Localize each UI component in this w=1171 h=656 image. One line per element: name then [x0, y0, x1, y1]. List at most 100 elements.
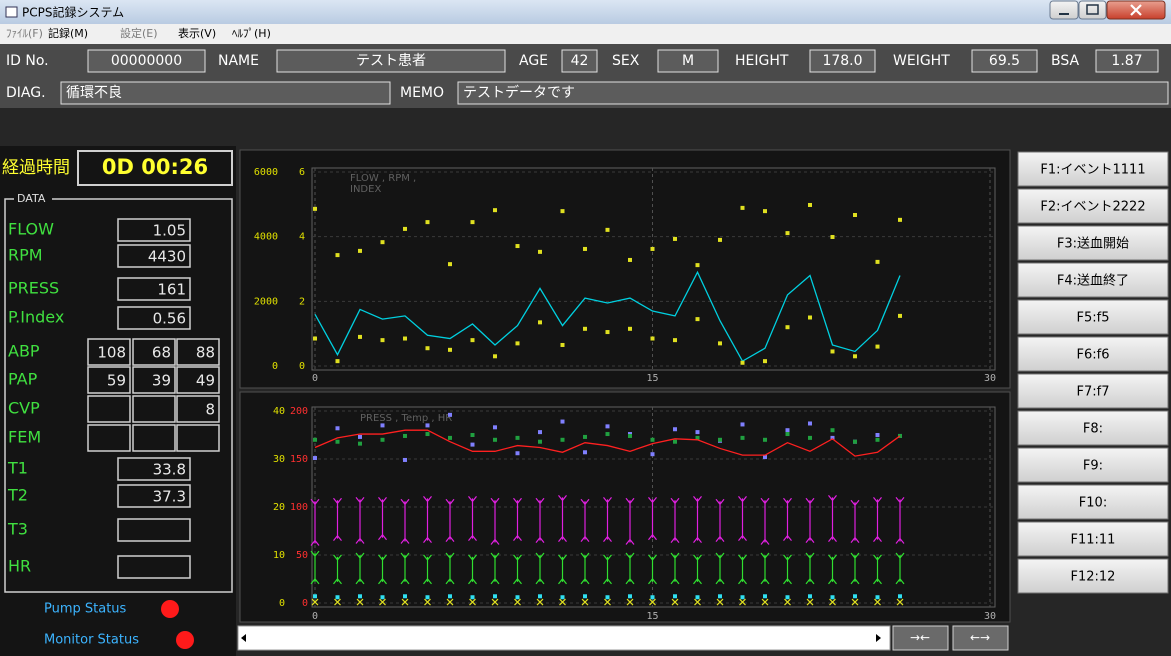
function-button[interactable]	[1017, 410, 1169, 446]
data-point	[514, 598, 521, 606]
error-bar	[850, 499, 860, 543]
data-point	[583, 450, 587, 455]
data-point	[493, 208, 497, 213]
error-bar	[760, 552, 770, 585]
data-value: 37.3	[153, 488, 186, 506]
data-value: 39	[152, 372, 171, 390]
data-point	[358, 434, 362, 439]
data-value: 1.05	[153, 222, 186, 240]
data-point	[740, 435, 745, 440]
field-value: 00000000	[111, 53, 182, 69]
scroll-button[interactable]	[952, 625, 1009, 651]
scrollbar[interactable]	[237, 625, 891, 651]
data-point	[740, 595, 745, 600]
data-point	[493, 354, 497, 359]
error-bar	[873, 554, 882, 585]
data-point	[808, 435, 812, 440]
data-point	[403, 433, 407, 438]
function-button-label: F4:送血終了	[1057, 273, 1129, 289]
data-point	[493, 425, 497, 430]
error-bar	[333, 554, 342, 585]
data-cell	[117, 218, 191, 242]
data-label: T3	[7, 520, 28, 539]
data-point	[403, 226, 407, 231]
error-bar	[828, 554, 837, 585]
field-value: 69.5	[989, 53, 1020, 69]
data-point	[425, 423, 430, 428]
field-label: DIAG.	[6, 85, 46, 101]
minimize-button[interactable]	[1049, 0, 1079, 20]
data-point	[538, 249, 542, 254]
data-point	[763, 594, 767, 599]
data-point	[671, 598, 679, 606]
error-bar	[580, 498, 590, 543]
function-button[interactable]	[1017, 336, 1169, 372]
data-point	[785, 325, 790, 330]
y-tick-label: 200	[290, 406, 308, 417]
error-bar	[310, 550, 320, 585]
y2-tick-label: 10	[273, 550, 285, 561]
status-light	[161, 600, 179, 618]
function-button[interactable]	[1017, 484, 1169, 520]
function-button[interactable]	[1017, 262, 1169, 298]
data-point	[358, 441, 362, 446]
data-point	[853, 594, 857, 599]
data-point	[875, 344, 880, 349]
function-button[interactable]	[1017, 373, 1169, 409]
data-point	[718, 341, 722, 346]
data-cell	[132, 366, 176, 394]
data-point	[424, 598, 431, 606]
function-button[interactable]	[1017, 521, 1169, 557]
data-cell	[132, 424, 176, 452]
error-bar	[580, 552, 590, 585]
data-point	[695, 435, 700, 440]
function-button[interactable]	[1017, 299, 1169, 335]
data-point	[334, 598, 341, 606]
data-point	[605, 424, 610, 429]
y-tick-label: 150	[290, 454, 308, 465]
data-point	[673, 427, 677, 432]
error-bar	[333, 497, 342, 542]
y-tick-label: 0	[299, 361, 305, 372]
field-label: ID No.	[6, 53, 49, 69]
data-cell	[176, 338, 220, 366]
maximize-button[interactable]	[1078, 0, 1107, 20]
function-button-label: F3:送血開始	[1057, 237, 1129, 252]
data-point	[740, 422, 745, 427]
data-point	[538, 594, 542, 599]
data-point	[718, 594, 722, 599]
data-point	[694, 598, 701, 606]
data-point	[515, 435, 520, 440]
menu-bar	[0, 24, 1171, 44]
data-point	[808, 315, 812, 320]
y2-tick-label: 6000	[254, 167, 278, 178]
error-bar	[603, 554, 612, 585]
error-bar	[760, 497, 770, 545]
function-button[interactable]	[1017, 225, 1169, 261]
function-button[interactable]	[1017, 447, 1169, 483]
data-point	[830, 595, 835, 600]
data-point	[560, 342, 565, 347]
scroll-left-arrow[interactable]	[241, 634, 246, 642]
scroll-right-arrow[interactable]	[876, 634, 881, 642]
function-button[interactable]	[1017, 188, 1169, 224]
scroll-button[interactable]	[892, 625, 949, 651]
data-point	[739, 598, 746, 606]
data-point	[380, 437, 385, 442]
data-point	[356, 598, 364, 606]
x-tick-label: 15	[646, 373, 658, 384]
error-bar	[895, 496, 905, 544]
data-point	[425, 432, 430, 437]
error-bar	[445, 498, 455, 543]
error-bar	[805, 497, 815, 543]
data-cell	[117, 484, 191, 508]
field-box	[60, 81, 391, 105]
data-point	[875, 595, 880, 600]
data-label: P.Index	[8, 308, 64, 327]
function-button-label: F7:f7	[1077, 385, 1110, 400]
error-bar	[400, 498, 410, 544]
data-point	[335, 359, 340, 364]
function-button[interactable]	[1017, 151, 1169, 187]
function-button[interactable]	[1017, 558, 1169, 594]
data-value: 59	[107, 372, 126, 390]
